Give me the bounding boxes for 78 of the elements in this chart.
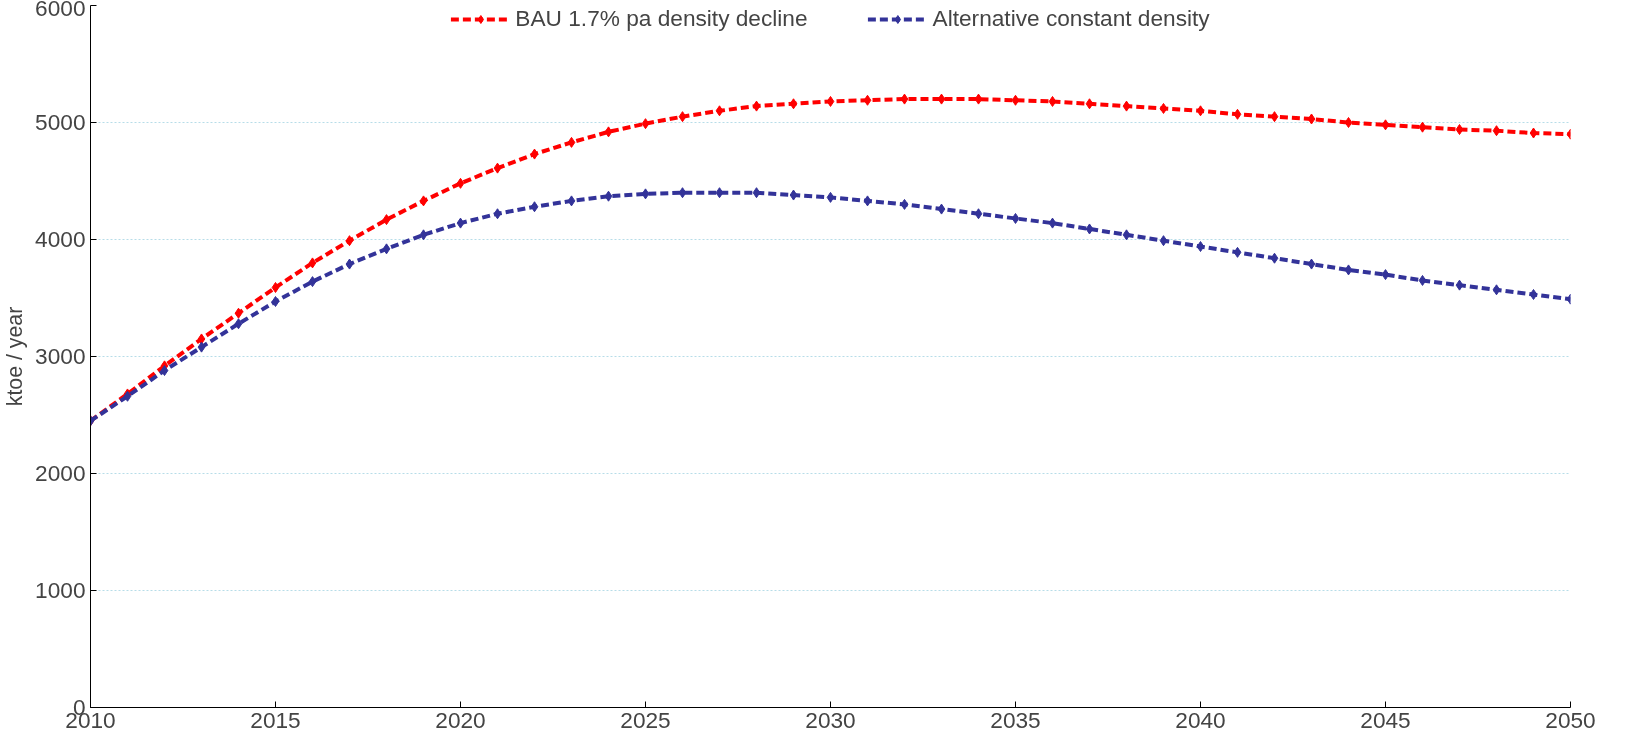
point: [456, 177, 465, 189]
point: [641, 118, 650, 130]
point: [1529, 288, 1538, 300]
point: [1455, 279, 1464, 291]
point: [493, 162, 502, 174]
y-tick-label: 5000: [35, 109, 86, 135]
y-tick-label: 1000: [35, 577, 86, 603]
point: [1307, 258, 1316, 270]
x-tick-label: 2015: [250, 706, 301, 733]
point: [234, 307, 243, 319]
point: [1159, 235, 1168, 247]
y-tick-label: 3000: [35, 343, 86, 369]
point: [1196, 241, 1205, 253]
point: [826, 191, 835, 203]
point: [1492, 284, 1501, 296]
point: [530, 148, 539, 160]
point: [604, 126, 613, 138]
point: [678, 111, 687, 123]
legend-label: Alternative constant density: [932, 5, 1210, 32]
point: [1344, 264, 1353, 276]
point: [715, 105, 724, 117]
point: [1048, 95, 1057, 107]
point: [1122, 229, 1131, 241]
point: [604, 190, 613, 202]
point: [197, 341, 206, 353]
point: [1307, 113, 1316, 125]
point: [789, 189, 798, 201]
point: [1529, 127, 1538, 139]
point: [234, 318, 243, 330]
point: [271, 281, 280, 293]
y-tick-label: 2000: [35, 460, 86, 486]
point: [1270, 111, 1279, 123]
point: [567, 136, 576, 148]
point: [715, 187, 724, 199]
point: [345, 235, 354, 247]
point: [382, 243, 391, 255]
point: [863, 94, 872, 106]
y-tick-label: 6000: [35, 0, 86, 21]
point: [1122, 100, 1131, 112]
point: [1270, 252, 1279, 264]
x-tick-label: 2020: [435, 706, 486, 733]
point: [567, 195, 576, 207]
x-tick-label: 2035: [990, 706, 1041, 733]
point: [308, 276, 317, 288]
point: [419, 195, 428, 207]
point: [530, 201, 539, 213]
point: [1381, 119, 1390, 131]
point: [456, 217, 465, 229]
y-axis-title: ktoe / year: [3, 306, 28, 407]
point: [382, 214, 391, 226]
point: [1011, 94, 1020, 106]
point: [678, 187, 687, 199]
point: [1048, 217, 1057, 229]
point: [1196, 105, 1205, 117]
point: [937, 203, 946, 215]
point: [900, 93, 909, 105]
point: [308, 257, 317, 269]
x-tick-label: 2045: [1360, 706, 1411, 733]
point: [1418, 274, 1427, 286]
point: [974, 208, 983, 220]
point: [1233, 246, 1242, 258]
point: [419, 229, 428, 241]
y-tick-label: 4000: [35, 226, 86, 252]
point: [345, 258, 354, 270]
legend-label: BAU 1.7% pa density decline: [515, 5, 808, 32]
point: [641, 188, 650, 200]
x-tick-label: 2050: [1545, 706, 1596, 733]
point: [1418, 121, 1427, 133]
point: [863, 195, 872, 207]
point: [752, 100, 761, 112]
point: [1085, 223, 1094, 235]
x-tick-label: 2025: [620, 706, 671, 733]
point: [493, 208, 502, 220]
point: [160, 365, 169, 377]
x-tick-label: 2040: [1175, 706, 1226, 733]
x-tick-label: 2030: [805, 706, 856, 733]
point: [826, 95, 835, 107]
point: [271, 296, 280, 308]
